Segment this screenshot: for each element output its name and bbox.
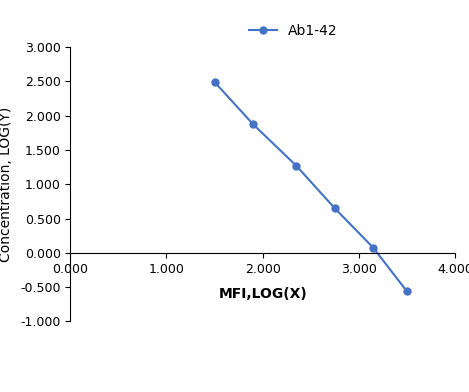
- Ab1-42: [332, 206, 338, 211]
- Ab1-42: [212, 80, 218, 84]
- Y-axis label: Concentration, LOG(Y): Concentration, LOG(Y): [0, 107, 13, 262]
- Ab1-42: [294, 163, 299, 168]
- X-axis label: MFI,LOG(X): MFI,LOG(X): [218, 287, 307, 301]
- Ab1-42: [404, 289, 410, 294]
- Ab1-42: [250, 122, 256, 127]
- Legend: Ab1-42: Ab1-42: [243, 18, 343, 44]
- Line: Ab1-42: Ab1-42: [211, 78, 410, 295]
- Ab1-42: [371, 245, 376, 250]
